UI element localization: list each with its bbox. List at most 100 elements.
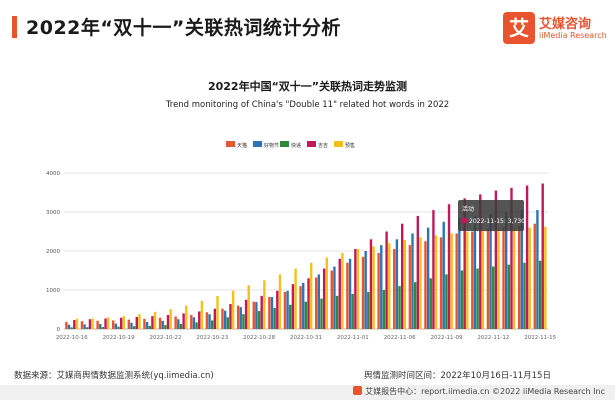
bar-3-2022-10-21 [148, 325, 151, 329]
bar-3-2022-11-11 [476, 268, 479, 329]
bar-2-2022-10-29 [270, 297, 274, 329]
bar-5-2022-10-21 [153, 311, 157, 329]
bar-1-2022-10-31 [299, 286, 302, 329]
bar-4-2022-10-20 [135, 316, 138, 329]
bar-2-2022-11-14 [520, 210, 523, 329]
legend-swatch-5 [334, 141, 343, 147]
x-tick-label-6: 2022-10-31 [290, 335, 322, 341]
title-accent-bar [12, 16, 17, 38]
bar-4-2022-10-23 [182, 313, 185, 329]
bar-2-2022-11-02 [333, 266, 336, 329]
bar-1-2022-11-10 [455, 233, 458, 329]
bar-1-2022-10-18 [96, 320, 99, 329]
brand-logo-icon: 艾 [503, 12, 535, 44]
bar-5-2022-10-27 [247, 285, 250, 329]
bar-5-2022-11-03 [356, 249, 360, 329]
bar-4-2022-10-24 [198, 311, 201, 329]
brand-name-cn: 艾媒咨询 [539, 17, 592, 32]
bar-1-2022-11-01 [314, 277, 318, 329]
bar-2-2022-10-27 [239, 307, 242, 329]
bar-4-2022-11-07 [416, 215, 420, 329]
bar-5-2022-10-20 [138, 314, 141, 329]
bar-2-2022-11-06 [395, 239, 399, 329]
bar-2-2022-10-28 [255, 302, 258, 329]
bar-2-2022-11-03 [348, 258, 352, 329]
bar-5-2022-10-16 [75, 318, 79, 329]
bar-4-2022-11-12 [494, 190, 498, 329]
bar-3-2022-11-15 [538, 260, 542, 329]
bar-3-2022-10-20 [132, 326, 136, 329]
tooltip-value: 2022-11-15: 3,730 [469, 218, 525, 225]
x-tick-label-2: 2022-10-19 [103, 335, 135, 341]
footer-credit-text: 艾媒报告中心：report.iimedia.cn ©2022 iiMedia R… [365, 387, 605, 396]
bar-1-2022-11-07 [408, 245, 412, 329]
bar-3-2022-11-06 [398, 286, 401, 329]
bar-1-2022-11-04 [361, 256, 365, 329]
bar-5-2022-11-10 [466, 231, 469, 329]
bar-3-2022-11-01 [320, 298, 323, 329]
bar-2-2022-10-24 [192, 317, 196, 329]
bar-4-2022-11-01 [322, 268, 326, 329]
tooltip-label: 活动 [462, 205, 474, 213]
bar-4-2022-10-27 [244, 299, 248, 329]
bar-3-2022-10-26 [226, 317, 229, 329]
y-tick-label-2000: 2000 [46, 249, 60, 255]
legend-label-3: 快递 [291, 142, 301, 149]
bar-4-2022-10-21 [151, 316, 154, 329]
bar-2-2022-11-05 [380, 245, 383, 329]
bar-5-2022-11-06 [403, 240, 407, 329]
bar-5-2022-10-19 [122, 316, 126, 329]
bar-1-2022-10-23 [174, 316, 177, 329]
bar-1-2022-11-11 [471, 231, 474, 329]
bar-2-2022-11-01 [317, 274, 321, 329]
bar-3-2022-10-28 [257, 311, 261, 329]
bar-3-2022-11-12 [492, 266, 495, 329]
bar-3-2022-10-17 [86, 327, 89, 329]
bar-5-2022-11-12 [497, 229, 500, 329]
bar-4-2022-10-19 [119, 317, 123, 329]
bar-3-2022-10-19 [117, 326, 120, 329]
bar-2-2022-11-07 [411, 233, 414, 329]
bar-2-2022-11-09 [442, 221, 445, 329]
bar-1-2022-10-28 [252, 301, 255, 329]
bar-1-2022-11-14 [517, 225, 521, 329]
bar-2-2022-10-26 [223, 310, 227, 329]
bar-2-2022-10-16 [67, 324, 71, 329]
bar-5-2022-11-08 [434, 235, 438, 329]
bar-1-2022-10-16 [65, 321, 68, 329]
bar-5-2022-11-04 [372, 246, 375, 329]
bar-1-2022-10-30 [283, 291, 287, 329]
bar-3-2022-10-24 [195, 322, 198, 329]
bar-1-2022-10-21 [143, 318, 146, 329]
bar-2-2022-10-25 [208, 314, 211, 329]
legend-swatch-3 [280, 141, 289, 147]
bar-1-2022-11-02 [330, 270, 333, 329]
bar-5-2022-10-26 [231, 290, 235, 329]
bar-1-2022-10-29 [268, 297, 271, 329]
bar-5-2022-11-07 [419, 237, 422, 329]
bar-1-2022-10-22 [158, 317, 162, 329]
bar-3-2022-10-25 [211, 320, 214, 329]
bar-4-2022-10-31 [307, 278, 310, 329]
bar-5-2022-10-23 [185, 305, 188, 329]
footer-credit: 艾媒报告中心：report.iimedia.cn ©2022 iiMedia R… [353, 386, 605, 397]
bar-5-2022-10-31 [309, 262, 313, 329]
bar-2-2022-11-04 [364, 251, 367, 329]
footer-strip: 艾媒报告中心：report.iimedia.cn ©2022 iiMedia R… [0, 385, 615, 400]
bar-2-2022-11-11 [473, 215, 477, 329]
bar-4-2022-10-26 [229, 304, 232, 329]
x-tick-label-8: 2022-11-06 [384, 335, 416, 341]
bar-1-2022-10-19 [112, 320, 115, 329]
bar-4-2022-11-14 [525, 185, 529, 329]
legend-swatch-1 [226, 141, 235, 147]
bar-4-2022-11-06 [401, 223, 404, 329]
bar-5-2022-10-17 [91, 318, 94, 329]
bar-4-2022-11-10 [463, 198, 466, 329]
legend-label-2: 好物节 [264, 142, 279, 149]
legend-swatch-4 [307, 141, 316, 147]
bar-2-2022-11-08 [426, 227, 430, 329]
bar-5-2022-11-11 [481, 230, 485, 329]
bar-3-2022-10-30 [289, 304, 292, 329]
bar-2-2022-11-12 [489, 213, 492, 329]
bar-4-2022-11-09 [447, 204, 451, 329]
